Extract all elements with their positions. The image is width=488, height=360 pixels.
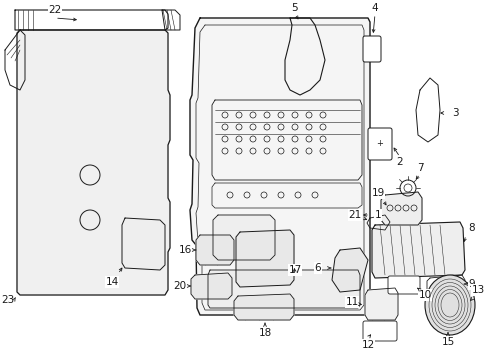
Text: 18: 18 bbox=[258, 328, 271, 338]
Text: 13: 13 bbox=[470, 285, 484, 295]
Text: 14: 14 bbox=[105, 277, 119, 287]
Text: 5: 5 bbox=[291, 3, 298, 13]
Text: 11: 11 bbox=[345, 297, 358, 307]
FancyBboxPatch shape bbox=[362, 321, 396, 341]
FancyBboxPatch shape bbox=[362, 36, 380, 62]
Text: 17: 17 bbox=[288, 265, 301, 275]
Polygon shape bbox=[380, 192, 421, 225]
Text: 3: 3 bbox=[451, 108, 457, 118]
Text: 1: 1 bbox=[374, 210, 381, 220]
Polygon shape bbox=[191, 273, 231, 299]
Text: 12: 12 bbox=[361, 340, 374, 350]
Text: 10: 10 bbox=[418, 290, 431, 300]
Polygon shape bbox=[17, 30, 170, 295]
Text: 20: 20 bbox=[173, 281, 186, 291]
Text: 4: 4 bbox=[371, 3, 378, 13]
Polygon shape bbox=[213, 215, 274, 260]
FancyBboxPatch shape bbox=[387, 276, 419, 294]
Polygon shape bbox=[196, 235, 234, 265]
Polygon shape bbox=[207, 270, 359, 308]
Polygon shape bbox=[236, 230, 293, 287]
Text: 22: 22 bbox=[48, 5, 61, 15]
Text: 21: 21 bbox=[347, 210, 361, 220]
Text: 2: 2 bbox=[396, 157, 403, 167]
Polygon shape bbox=[234, 294, 293, 320]
Text: 16: 16 bbox=[178, 245, 191, 255]
Text: 8: 8 bbox=[468, 223, 474, 233]
Text: 15: 15 bbox=[441, 337, 454, 347]
Text: 6: 6 bbox=[314, 263, 321, 273]
Ellipse shape bbox=[424, 275, 474, 335]
Text: 19: 19 bbox=[370, 188, 384, 198]
Text: 7: 7 bbox=[416, 163, 423, 173]
Polygon shape bbox=[371, 222, 464, 278]
Polygon shape bbox=[331, 248, 367, 292]
Text: 23: 23 bbox=[1, 295, 15, 305]
Text: 9: 9 bbox=[468, 279, 474, 289]
Polygon shape bbox=[190, 18, 369, 315]
Polygon shape bbox=[364, 288, 397, 320]
Polygon shape bbox=[122, 218, 164, 270]
FancyBboxPatch shape bbox=[367, 128, 391, 160]
Text: +: + bbox=[376, 139, 383, 148]
